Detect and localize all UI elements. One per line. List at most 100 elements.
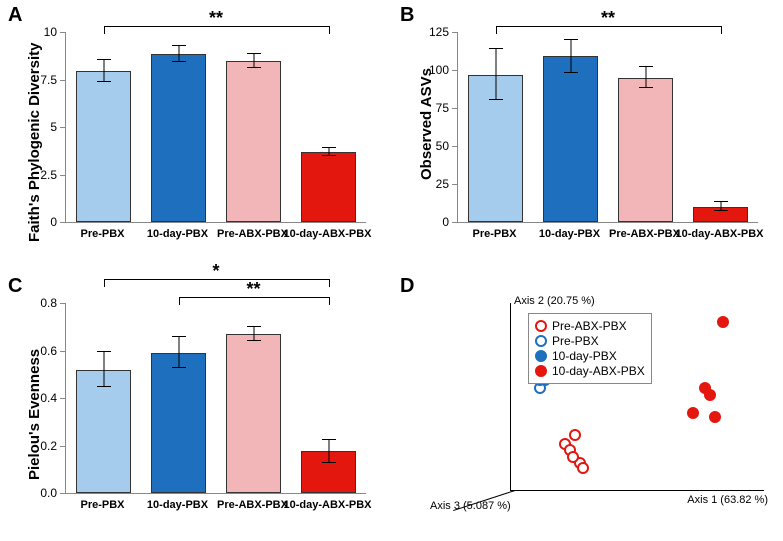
error-cap bbox=[489, 48, 503, 49]
error-bar bbox=[253, 327, 254, 341]
ytick-mark bbox=[60, 175, 65, 176]
legend-label: Pre-ABX-PBX bbox=[552, 319, 627, 333]
xtick-label: Pre-PBX bbox=[80, 499, 124, 511]
significance-label: ** bbox=[209, 8, 223, 29]
significance-bracket-end bbox=[104, 26, 105, 34]
error-cap bbox=[247, 53, 261, 54]
panel-label-d: D bbox=[400, 275, 414, 298]
scatter-point bbox=[569, 429, 581, 441]
error-cap bbox=[172, 45, 186, 46]
error-cap bbox=[97, 59, 111, 60]
legend-label: 10-day-PBX bbox=[552, 349, 617, 363]
ytick-label: 0.0 bbox=[27, 486, 57, 500]
scatter-point bbox=[709, 411, 721, 423]
error-cap bbox=[172, 367, 186, 368]
figure: A Faith's Phylogenic Diversity ** Pre-PB… bbox=[0, 0, 783, 541]
xtick-label: 10-day-PBX bbox=[147, 228, 208, 240]
scatter-axis2 bbox=[510, 303, 511, 490]
ytick-label: 25 bbox=[419, 177, 449, 191]
significance-label: ** bbox=[246, 279, 260, 300]
bar bbox=[226, 334, 282, 493]
legend-row: Pre-PBX bbox=[535, 334, 645, 348]
bar bbox=[618, 78, 674, 222]
xtick-label: 10-day-ABX-PBX bbox=[283, 499, 371, 511]
significance-bracket-end bbox=[179, 297, 180, 305]
legend-row: 10-day-PBX bbox=[535, 349, 645, 363]
xtick-label: Pre-PBX bbox=[472, 228, 516, 240]
error-cap bbox=[247, 67, 261, 68]
ytick-label: 0.6 bbox=[27, 344, 57, 358]
ytick-mark bbox=[60, 446, 65, 447]
ytick-mark bbox=[452, 222, 457, 223]
xtick-label: Pre-ABX-PBX bbox=[217, 228, 288, 240]
ytick-label: 0 bbox=[419, 215, 449, 229]
ytick-mark bbox=[452, 32, 457, 33]
scatter-axis1-label: Axis 1 (63.82 %) bbox=[687, 494, 768, 506]
xtick-label: Pre-ABX-PBX bbox=[609, 228, 680, 240]
significance-label: ** bbox=[601, 8, 615, 29]
error-cap bbox=[564, 72, 578, 73]
error-cap bbox=[639, 87, 653, 88]
error-bar bbox=[570, 40, 571, 73]
scatter-point bbox=[567, 451, 579, 463]
plot-b: ** bbox=[457, 32, 758, 223]
legend-row: Pre-ABX-PBX bbox=[535, 319, 645, 333]
ylabel-c: Pielou's Evenness bbox=[26, 349, 43, 480]
ytick-mark bbox=[60, 222, 65, 223]
error-cap bbox=[247, 340, 261, 341]
error-cap bbox=[639, 66, 653, 67]
significance-label: * bbox=[212, 261, 219, 282]
error-cap bbox=[322, 462, 336, 463]
panel-label-b: B bbox=[400, 4, 414, 27]
bar bbox=[151, 353, 207, 493]
ytick-mark bbox=[60, 398, 65, 399]
legend-label: 10-day-ABX-PBX bbox=[552, 364, 645, 378]
panel-label-a: A bbox=[8, 4, 22, 27]
panel-label-c: C bbox=[8, 275, 22, 298]
significance-bracket-end bbox=[104, 279, 105, 287]
xtick-label: 10-day-PBX bbox=[147, 499, 208, 511]
legend-dot-icon bbox=[535, 320, 547, 332]
legend-dot-icon bbox=[535, 335, 547, 347]
ytick-mark bbox=[60, 351, 65, 352]
bar bbox=[226, 61, 282, 222]
error-cap bbox=[714, 210, 728, 211]
significance-bracket-end bbox=[329, 279, 330, 287]
error-cap bbox=[172, 336, 186, 337]
legend-dot-icon bbox=[535, 350, 547, 362]
scatter-point bbox=[687, 407, 699, 419]
xtick-label: Pre-ABX-PBX bbox=[217, 499, 288, 511]
scatter-axis1 bbox=[510, 490, 764, 491]
error-cap bbox=[247, 326, 261, 327]
legend-dot-icon bbox=[535, 365, 547, 377]
scatter-axis3-label: Axis 3 (5.087 %) bbox=[430, 500, 511, 512]
ytick-mark bbox=[60, 80, 65, 81]
ytick-label: 125 bbox=[419, 25, 449, 39]
legend-label: Pre-PBX bbox=[552, 334, 599, 348]
xtick-label: 10-day-ABX-PBX bbox=[283, 228, 371, 240]
ytick-mark bbox=[452, 184, 457, 185]
ytick-label: 5 bbox=[27, 120, 57, 134]
ytick-mark bbox=[60, 493, 65, 494]
ytick-label: 10 bbox=[27, 25, 57, 39]
bar bbox=[76, 370, 132, 494]
ytick-label: 0.4 bbox=[27, 391, 57, 405]
legend-row: 10-day-ABX-PBX bbox=[535, 364, 645, 378]
error-cap bbox=[564, 39, 578, 40]
error-cap bbox=[172, 61, 186, 62]
error-cap bbox=[322, 147, 336, 148]
ylabel-b: Observed ASVs bbox=[418, 68, 435, 180]
scatter-point bbox=[577, 462, 589, 474]
ytick-label: 0.8 bbox=[27, 296, 57, 310]
scatter-axis2-label: Axis 2 (20.75 %) bbox=[514, 295, 595, 307]
ytick-label: 0 bbox=[27, 215, 57, 229]
significance-bracket-end bbox=[721, 26, 722, 34]
ytick-mark bbox=[60, 303, 65, 304]
ytick-mark bbox=[60, 32, 65, 33]
error-cap bbox=[97, 81, 111, 82]
significance-bracket-end bbox=[329, 26, 330, 34]
scatter-point bbox=[704, 389, 716, 401]
error-bar bbox=[495, 49, 496, 101]
ytick-label: 2.5 bbox=[27, 168, 57, 182]
error-cap bbox=[97, 386, 111, 387]
